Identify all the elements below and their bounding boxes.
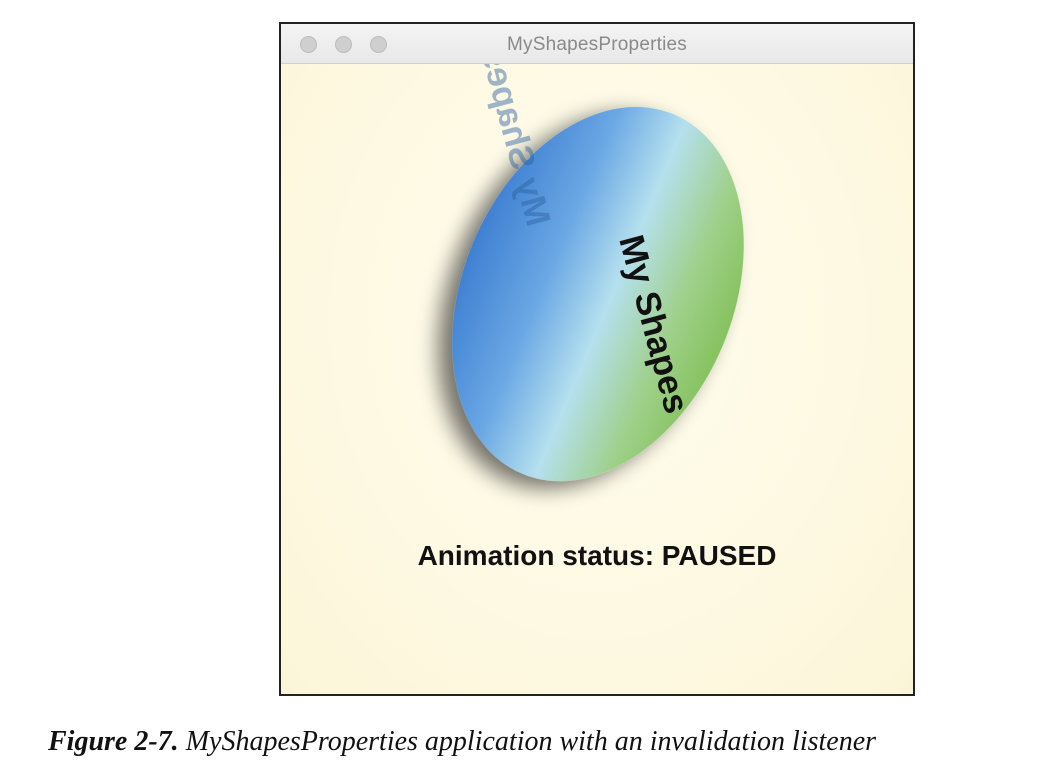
- shape-canvas: My Shapes My Shapes: [452, 64, 744, 482]
- close-window-button[interactable]: [300, 36, 317, 53]
- window-title: MyShapesProperties: [507, 34, 687, 55]
- figure-label: Figure 2-7.: [48, 726, 179, 757]
- gradient-ellipse: [452, 106, 744, 482]
- zoom-window-button[interactable]: [370, 36, 387, 53]
- stage-content: My Shapes My Shapes Animation status: PA…: [281, 64, 913, 694]
- animation-status-label: Animation status: PAUSED: [417, 540, 777, 571]
- app-window: MyShapesProperties: [279, 22, 915, 696]
- title-bar[interactable]: MyShapesProperties: [281, 24, 913, 64]
- figure-caption-text: MyShapesProperties application with an i…: [185, 726, 877, 757]
- ellipse-group: [452, 106, 744, 482]
- figure-caption: Figure 2-7. MyShapesProperties applicati…: [48, 726, 876, 758]
- minimize-window-button[interactable]: [335, 36, 352, 53]
